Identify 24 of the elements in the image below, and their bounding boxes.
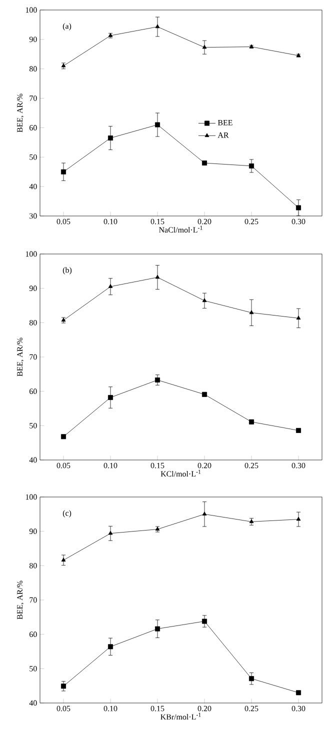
point xyxy=(296,316,301,320)
point xyxy=(155,377,160,382)
point xyxy=(249,163,254,168)
point xyxy=(61,684,66,689)
point xyxy=(108,530,113,535)
point xyxy=(202,618,207,624)
point xyxy=(155,274,160,279)
point xyxy=(202,298,207,302)
point xyxy=(249,310,254,314)
point xyxy=(155,24,160,28)
point xyxy=(61,169,66,174)
point xyxy=(108,395,113,400)
point xyxy=(202,44,207,49)
point xyxy=(296,690,301,696)
point xyxy=(202,512,207,516)
point xyxy=(108,136,113,141)
point xyxy=(108,644,113,650)
point xyxy=(155,626,160,632)
point xyxy=(249,676,254,682)
point xyxy=(296,205,301,210)
point xyxy=(155,122,160,128)
point xyxy=(61,558,66,562)
point xyxy=(296,516,301,521)
point xyxy=(108,284,113,288)
